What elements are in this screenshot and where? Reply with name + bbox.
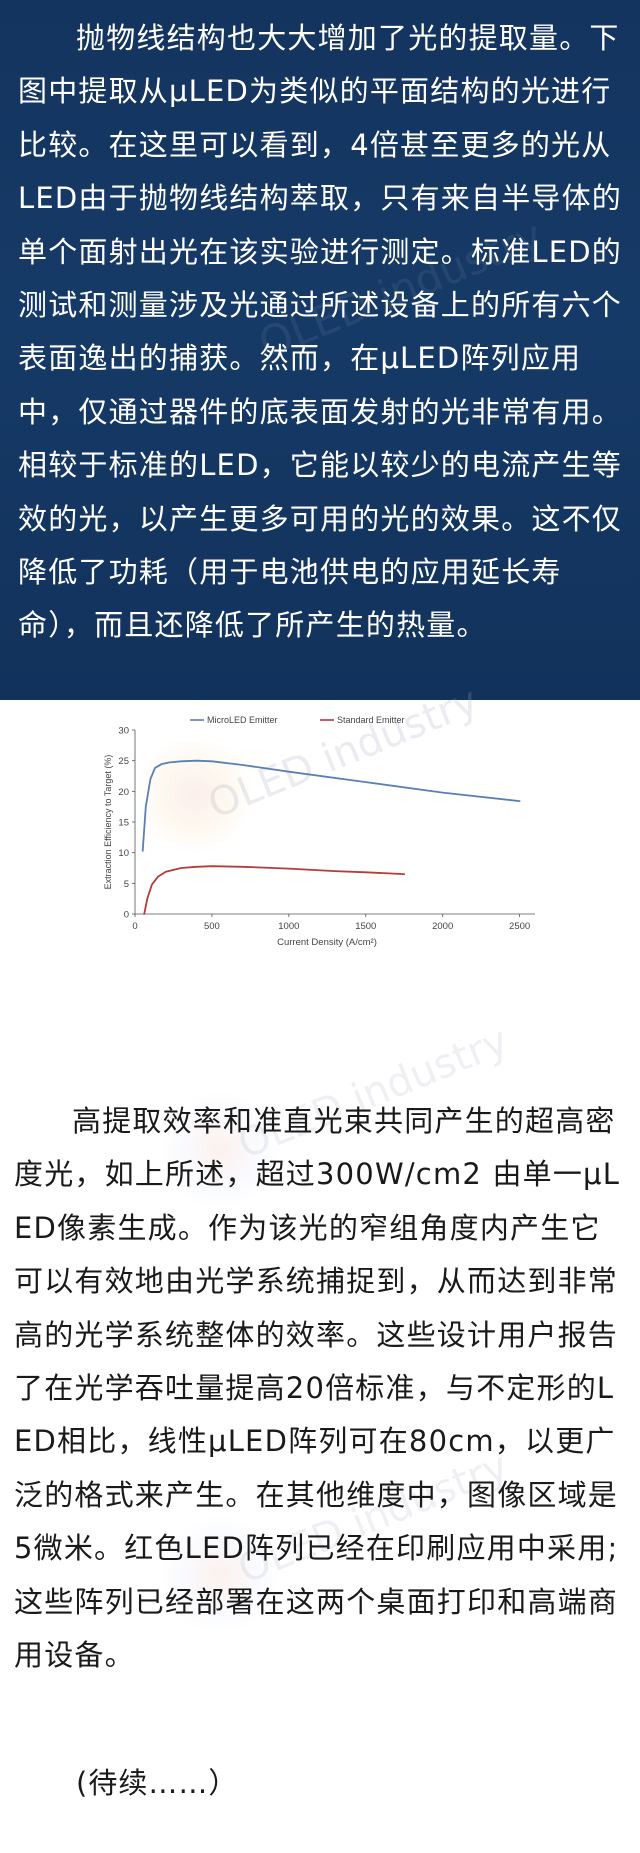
bottom-paragraph: 高提取效率和准直光束共同产生的超高密度光，如上所述，超过300W/cm2 由单一… (14, 1095, 628, 1682)
y-tick-label: 10 (118, 848, 129, 859)
x-axis-label: Current Density (A/cm²) (277, 937, 377, 948)
extraction-efficiency-chart: 0 5 10 15 20 25 30 0 500 1000 1500 2000 2500 Current … (95, 710, 555, 1010)
y-tick-label: 5 (124, 879, 129, 890)
x-tick-label: 2500 (509, 921, 530, 932)
x-tick-label: 0 (132, 921, 137, 932)
top-paragraph-text: 抛物线结构也大大增加了光的提取量。下图中提取从μLED为类似的平面结构的光进行比… (18, 21, 623, 643)
y-tick-label: 30 (118, 726, 129, 737)
legend-label: MicroLED Emitter (207, 715, 278, 725)
to-be-continued: (待续……） (76, 1766, 239, 1800)
x-tick-label: 500 (204, 921, 220, 932)
bottom-paragraph-text: 高提取效率和准直光束共同产生的超高密度光，如上所述，超过300W/cm2 由单一… (14, 1104, 621, 1673)
series-line-1 (141, 759, 521, 852)
y-axis-label: Extraction Efficiency to Target (%) (103, 755, 113, 890)
y-tick-label: 0 (124, 910, 129, 921)
y-tick-label: 15 (118, 818, 129, 829)
series-line-2 (143, 865, 406, 915)
x-tick-label: 1500 (355, 921, 376, 932)
chart-svg: 0 5 10 15 20 25 30 0 500 1000 1500 2000 2500 Current … (103, 715, 535, 948)
y-tick-label: 25 (118, 756, 129, 767)
x-tick-label: 2000 (432, 921, 453, 932)
top-paragraph: 抛物线结构也大大增加了光的提取量。下图中提取从μLED为类似的平面结构的光进行比… (18, 12, 626, 653)
top-text-panel: OLED industry 抛物线结构也大大增加了光的提取量。下图中提取从μLE… (0, 0, 640, 700)
y-tick-label: 20 (118, 787, 129, 798)
x-tick-label: 1000 (278, 921, 299, 932)
legend-label: Standard Emitter (337, 715, 405, 725)
